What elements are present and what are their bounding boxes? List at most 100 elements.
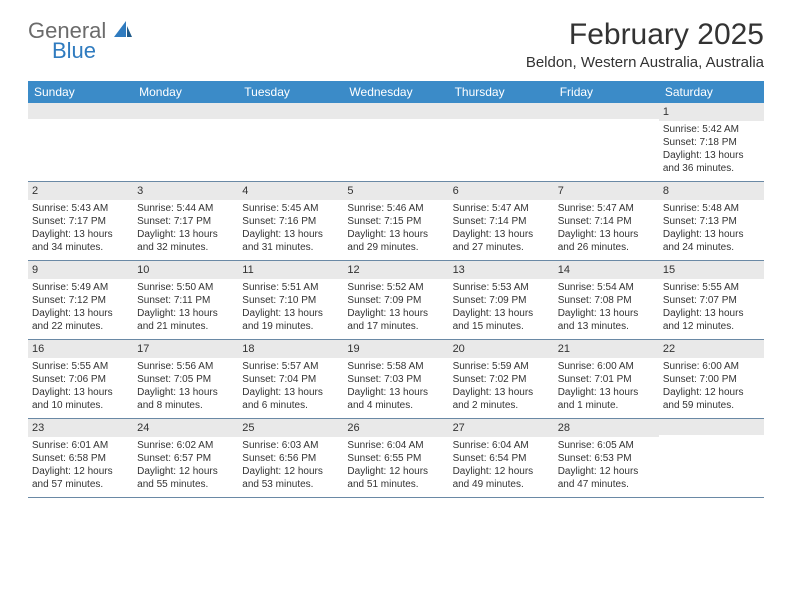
day-number: 3 [133,182,238,200]
sunrise-text: Sunrise: 5:42 AM [663,123,760,136]
weekday-header-row: Sunday Monday Tuesday Wednesday Thursday… [28,81,764,103]
day-number: 5 [343,182,448,200]
brand-line2: Blue [52,38,96,64]
day-body: Sunrise: 6:04 AMSunset: 6:54 PMDaylight:… [449,437,554,495]
daylight-text: Daylight: 13 hours and 19 minutes. [242,307,339,333]
day-body: Sunrise: 5:43 AMSunset: 7:17 PMDaylight:… [28,200,133,258]
sunrise-text: Sunrise: 6:00 AM [558,360,655,373]
day-body [449,119,554,179]
day-cell: 16Sunrise: 5:55 AMSunset: 7:06 PMDayligh… [28,340,133,418]
day-cell: 19Sunrise: 5:58 AMSunset: 7:03 PMDayligh… [343,340,448,418]
day-number: 20 [449,340,554,358]
calendar-page: General Blue February 2025 Beldon, Weste… [0,0,792,516]
day-number: 1 [659,103,764,121]
day-body: Sunrise: 5:59 AMSunset: 7:02 PMDaylight:… [449,358,554,416]
sunrise-text: Sunrise: 6:00 AM [663,360,760,373]
sunrise-text: Sunrise: 5:52 AM [347,281,444,294]
daylight-text: Daylight: 13 hours and 2 minutes. [453,386,550,412]
sunset-text: Sunset: 7:09 PM [347,294,444,307]
sunset-text: Sunset: 6:57 PM [137,452,234,465]
sunset-text: Sunset: 7:07 PM [663,294,760,307]
day-number: 8 [659,182,764,200]
day-body: Sunrise: 5:48 AMSunset: 7:13 PMDaylight:… [659,200,764,258]
day-number [449,103,554,119]
daylight-text: Daylight: 13 hours and 15 minutes. [453,307,550,333]
day-number: 25 [238,419,343,437]
day-number: 16 [28,340,133,358]
sunrise-text: Sunrise: 5:59 AM [453,360,550,373]
daylight-text: Daylight: 13 hours and 24 minutes. [663,228,760,254]
day-cell: 23Sunrise: 6:01 AMSunset: 6:58 PMDayligh… [28,419,133,497]
sunset-text: Sunset: 7:02 PM [453,373,550,386]
day-number: 28 [554,419,659,437]
daylight-text: Daylight: 13 hours and 32 minutes. [137,228,234,254]
day-cell [28,103,133,181]
daylight-text: Daylight: 13 hours and 31 minutes. [242,228,339,254]
sunrise-text: Sunrise: 6:04 AM [347,439,444,452]
daylight-text: Daylight: 13 hours and 6 minutes. [242,386,339,412]
sunrise-text: Sunrise: 5:51 AM [242,281,339,294]
sunrise-text: Sunrise: 5:46 AM [347,202,444,215]
sunset-text: Sunset: 7:15 PM [347,215,444,228]
brand-logo: General Blue [28,18,133,44]
day-number: 27 [449,419,554,437]
day-body: Sunrise: 5:51 AMSunset: 7:10 PMDaylight:… [238,279,343,337]
day-body: Sunrise: 5:49 AMSunset: 7:12 PMDaylight:… [28,279,133,337]
daylight-text: Daylight: 13 hours and 12 minutes. [663,307,760,333]
day-body: Sunrise: 5:53 AMSunset: 7:09 PMDaylight:… [449,279,554,337]
sunset-text: Sunset: 6:54 PM [453,452,550,465]
sunrise-text: Sunrise: 6:04 AM [453,439,550,452]
day-cell: 10Sunrise: 5:50 AMSunset: 7:11 PMDayligh… [133,261,238,339]
weekday-friday: Friday [554,81,659,103]
daylight-text: Daylight: 13 hours and 26 minutes. [558,228,655,254]
sunrise-text: Sunrise: 5:56 AM [137,360,234,373]
day-body: Sunrise: 5:57 AMSunset: 7:04 PMDaylight:… [238,358,343,416]
daylight-text: Daylight: 13 hours and 36 minutes. [663,149,760,175]
day-body [659,435,764,495]
daylight-text: Daylight: 13 hours and 1 minute. [558,386,655,412]
sunset-text: Sunset: 7:08 PM [558,294,655,307]
day-body: Sunrise: 5:46 AMSunset: 7:15 PMDaylight:… [343,200,448,258]
sunset-text: Sunset: 7:03 PM [347,373,444,386]
day-body [238,119,343,179]
day-body: Sunrise: 5:50 AMSunset: 7:11 PMDaylight:… [133,279,238,337]
day-number: 9 [28,261,133,279]
sunrise-text: Sunrise: 5:44 AM [137,202,234,215]
day-number: 12 [343,261,448,279]
sunset-text: Sunset: 7:04 PM [242,373,339,386]
day-number: 15 [659,261,764,279]
calendar-grid: Sunday Monday Tuesday Wednesday Thursday… [28,81,764,498]
day-cell [554,103,659,181]
sunset-text: Sunset: 7:18 PM [663,136,760,149]
sunset-text: Sunset: 7:00 PM [663,373,760,386]
weekday-wednesday: Wednesday [343,81,448,103]
weekday-tuesday: Tuesday [238,81,343,103]
day-cell: 6Sunrise: 5:47 AMSunset: 7:14 PMDaylight… [449,182,554,260]
sunset-text: Sunset: 6:56 PM [242,452,339,465]
sunrise-text: Sunrise: 5:55 AM [32,360,129,373]
daylight-text: Daylight: 13 hours and 27 minutes. [453,228,550,254]
day-cell: 12 Sunrise: 5:52 AMSunset: 7:09 PMDayligh… [343,261,448,339]
day-body: Sunrise: 5:55 AMSunset: 7:07 PMDaylight:… [659,279,764,337]
daylight-text: Daylight: 13 hours and 34 minutes. [32,228,129,254]
week-row: 1 Sunrise: 5:42 AMSunset: 7:18 PMDaylight… [28,103,764,182]
sunset-text: Sunset: 6:53 PM [558,452,655,465]
daylight-text: Daylight: 12 hours and 53 minutes. [242,465,339,491]
day-number: 11 [238,261,343,279]
title-block: February 2025 Beldon, Western Australia,… [526,18,764,71]
day-number [133,103,238,119]
daylight-text: Daylight: 12 hours and 49 minutes. [453,465,550,491]
day-number: 6 [449,182,554,200]
daylight-text: Daylight: 13 hours and 10 minutes. [32,386,129,412]
day-cell [343,103,448,181]
weekday-sunday: Sunday [28,81,133,103]
day-cell: 17Sunrise: 5:56 AMSunset: 7:05 PMDayligh… [133,340,238,418]
sunrise-text: Sunrise: 6:05 AM [558,439,655,452]
day-cell: 25Sunrise: 6:03 AMSunset: 6:56 PMDayligh… [238,419,343,497]
daylight-text: Daylight: 13 hours and 13 minutes. [558,307,655,333]
day-number [28,103,133,119]
sunrise-text: Sunrise: 5:54 AM [558,281,655,294]
sunrise-text: Sunrise: 5:58 AM [347,360,444,373]
week-row: 23Sunrise: 6:01 AMSunset: 6:58 PMDayligh… [28,419,764,498]
daylight-text: Daylight: 13 hours and 17 minutes. [347,307,444,333]
